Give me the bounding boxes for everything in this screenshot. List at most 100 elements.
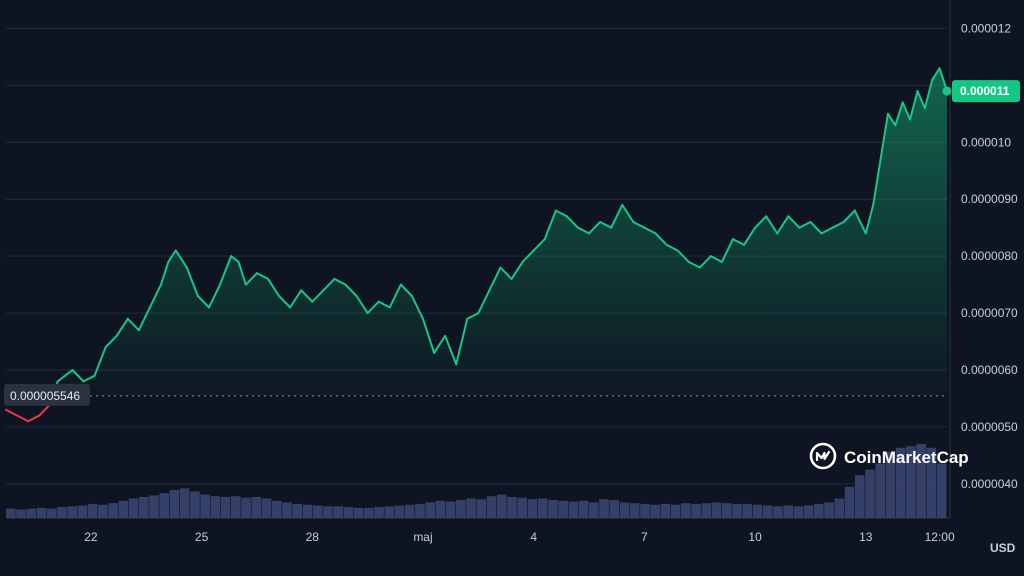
volume-bar <box>711 502 722 518</box>
price-segment-up <box>787 215 801 229</box>
price-segment-up <box>872 158 882 206</box>
price-segment-up <box>643 226 657 235</box>
volume-bar <box>650 504 661 518</box>
price-segment-up <box>565 215 579 229</box>
volume-bar <box>231 496 241 518</box>
volume-bar <box>241 497 251 518</box>
current-price-dot <box>942 86 952 96</box>
price-segment-up <box>809 221 823 235</box>
volume-bar <box>803 505 814 518</box>
price-segment-up <box>543 209 557 241</box>
volume-bar <box>865 469 875 518</box>
price-segment-up <box>267 277 281 297</box>
volume-bar <box>282 502 292 518</box>
price-segment-up <box>433 334 447 354</box>
volume-bar <box>98 504 108 518</box>
price-segment-up <box>776 215 790 235</box>
price-segment-up <box>731 238 746 246</box>
price-segment-up <box>300 289 314 303</box>
price-segment-up <box>82 374 96 383</box>
volume-bar <box>640 503 650 518</box>
volume-bar <box>568 501 579 518</box>
price-segment-up <box>477 289 491 315</box>
volume-bar <box>67 506 77 518</box>
price-segment-up <box>886 112 897 127</box>
volume-bar <box>363 507 374 518</box>
x-tick-label: 25 <box>195 530 209 544</box>
y-tick-label: 0.0000060 <box>961 363 1018 377</box>
volume-bar <box>149 495 159 518</box>
price-segment-up <box>255 272 270 280</box>
volume-bar <box>517 497 528 518</box>
price-segment-up <box>654 232 668 246</box>
price-segment-up <box>64 369 74 377</box>
volume-bar <box>415 503 425 518</box>
volume-bar <box>220 496 231 518</box>
price-segment-up <box>765 215 779 235</box>
volume-bar <box>312 505 323 518</box>
volume-bar <box>404 504 415 518</box>
volume-bar <box>660 503 671 518</box>
baseline: 0.000005546 <box>4 383 947 406</box>
y-tick-label: 0.0000070 <box>961 306 1018 320</box>
y-tick-label: 0.0000050 <box>961 420 1018 434</box>
price-segment-up <box>499 266 513 280</box>
price-segment-up <box>916 90 926 110</box>
volume-bar <box>476 499 487 518</box>
baseline-label: 0.000005546 <box>10 389 80 403</box>
price-segment-up <box>521 249 535 263</box>
price-segment-up <box>879 112 889 161</box>
price-segment-up <box>665 243 679 252</box>
price-segment-up <box>322 277 336 292</box>
price-segment-up <box>421 317 436 354</box>
price-segment-up <box>831 221 845 229</box>
volume-bar <box>895 447 906 518</box>
price-segment-up <box>333 277 347 286</box>
volume-bar <box>691 503 701 518</box>
volume-bar <box>210 496 221 518</box>
volume-bar <box>906 446 916 518</box>
volume-bar <box>752 504 763 518</box>
price-segment-up <box>599 221 613 229</box>
price-segment-up <box>219 255 233 286</box>
volume-bar <box>16 509 26 518</box>
price-segment-up <box>71 369 85 383</box>
price-segment-up <box>754 215 768 229</box>
price-segment-up <box>709 255 723 263</box>
volume-bar <box>814 503 824 518</box>
x-tick-label: maj <box>413 530 432 544</box>
volume-bar <box>353 507 364 518</box>
volume-bar <box>926 447 937 518</box>
price-segment-up <box>455 317 469 366</box>
price-segment-up <box>289 289 303 309</box>
volume-bar <box>589 502 599 518</box>
price-segment-up <box>610 203 624 229</box>
volume-bar <box>609 500 620 518</box>
volume-bar <box>885 451 896 518</box>
volume-bar <box>128 498 139 518</box>
volume-bar <box>57 507 67 518</box>
price-segment-up <box>444 334 458 366</box>
price-segment-up <box>820 226 834 235</box>
volume-bar <box>333 506 343 518</box>
volume-bar <box>292 503 303 518</box>
price-segment-up <box>278 295 292 309</box>
price-segment-up <box>554 209 568 218</box>
y-tick-label: 0.0000080 <box>961 249 1018 263</box>
price-segment-up <box>355 295 369 315</box>
price-segment-up <box>720 238 734 263</box>
x-axis: 22 25 28 maj 4 7 10 13 12:00 <box>84 530 955 544</box>
volume-bar <box>486 496 497 518</box>
volume-bar <box>179 488 190 518</box>
volume-bar <box>527 499 538 518</box>
price-segment-down <box>27 414 41 423</box>
volume-bar <box>456 500 466 518</box>
x-tick-label: 12:00 <box>925 530 955 544</box>
price-segment-up <box>377 300 391 309</box>
price-segment-up <box>148 283 162 309</box>
volume-bar <box>46 508 57 518</box>
volume-bar <box>87 503 98 518</box>
x-tick-label: 10 <box>748 530 762 544</box>
